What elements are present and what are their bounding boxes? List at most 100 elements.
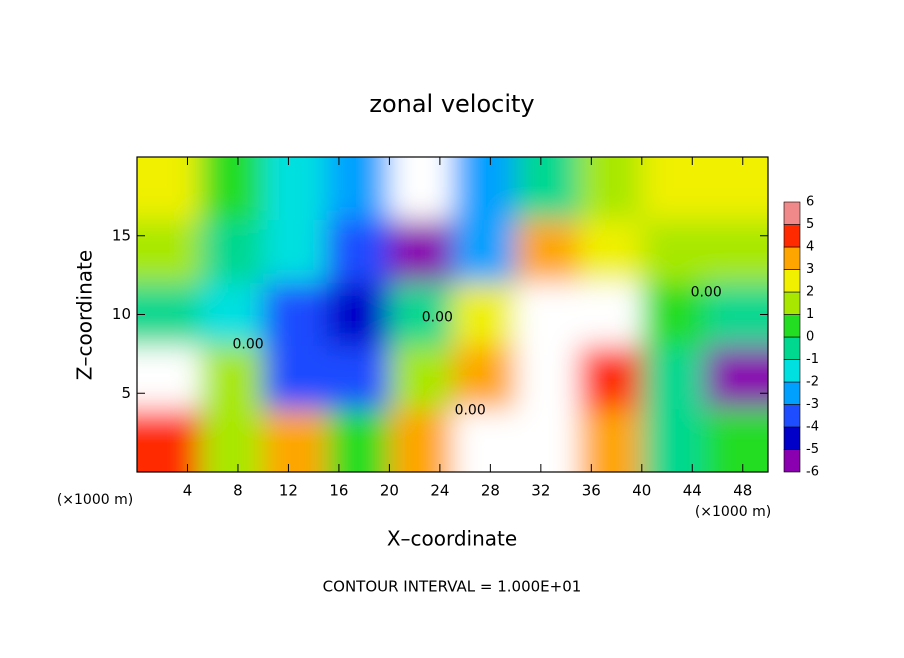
footer: CONTOUR INTERVAL = 1.000E+01 xyxy=(323,578,582,596)
field-cell xyxy=(263,409,328,472)
colorbar-label: -1 xyxy=(806,352,819,367)
x-tick-label: 24 xyxy=(430,482,449,500)
field-cell xyxy=(452,346,517,410)
field-cell xyxy=(515,220,580,284)
field-cell xyxy=(515,157,580,221)
contour-label: 0.00 xyxy=(232,336,263,352)
x-tick-label: 4 xyxy=(183,482,193,500)
field-cell xyxy=(200,220,265,284)
y-axis-label: Z–coordinate xyxy=(73,250,97,380)
field-cell xyxy=(326,220,391,284)
colorbar-band xyxy=(783,291,801,315)
field-cell xyxy=(326,409,391,472)
field-cell xyxy=(641,346,706,410)
contour-label: 0.00 xyxy=(422,310,453,326)
colorbar-band xyxy=(783,336,801,360)
x-tick-label: 32 xyxy=(531,482,550,500)
field-cell xyxy=(326,157,391,221)
colorbar-band xyxy=(783,246,801,270)
field-cell xyxy=(704,409,768,472)
field-cell xyxy=(641,157,706,221)
field-cell xyxy=(326,283,391,347)
colorbar-label: 2 xyxy=(806,285,814,300)
x-tick-label: 16 xyxy=(329,482,348,500)
field-cell xyxy=(704,283,768,347)
colorbar-band xyxy=(783,404,801,428)
field-cell xyxy=(200,346,265,410)
field-cell xyxy=(263,220,328,284)
colorbar-band xyxy=(783,426,801,450)
colorbar-band xyxy=(783,449,801,473)
chart-title: zonal velocity xyxy=(369,90,534,118)
field-cell xyxy=(641,409,706,472)
field-cell xyxy=(137,157,202,221)
field xyxy=(137,157,768,472)
colorbar-label: -3 xyxy=(806,397,819,412)
x-tick-label: 48 xyxy=(733,482,752,500)
field-cell xyxy=(578,409,643,472)
field-cell xyxy=(200,283,265,347)
y-tick-label: 15 xyxy=(112,226,131,244)
x-tick-label: 20 xyxy=(380,482,399,500)
y-tick-label: 5 xyxy=(121,384,131,402)
field-cell xyxy=(263,157,328,221)
field-cell xyxy=(515,409,580,472)
colorbar-band xyxy=(783,201,801,225)
field-cell xyxy=(578,283,643,347)
field-cell xyxy=(137,346,202,410)
colorbar-label: 4 xyxy=(806,240,814,255)
x-tick-label: 40 xyxy=(632,482,651,500)
field-cell xyxy=(704,220,768,284)
contour-label: 0.00 xyxy=(455,403,486,419)
colorbar-label: -5 xyxy=(806,442,819,457)
colorbar-band xyxy=(783,314,801,338)
colorbar-label: 6 xyxy=(806,195,814,210)
y-tick-label: 10 xyxy=(112,305,131,323)
field-cell xyxy=(578,157,643,221)
x-tick-label: 8 xyxy=(233,482,243,500)
x-unit-label: (×1000 m) xyxy=(57,492,133,508)
field-cell xyxy=(704,346,768,410)
field-cell xyxy=(578,220,643,284)
x-tick-label: 28 xyxy=(481,482,500,500)
field-cell xyxy=(200,409,265,472)
field-cell xyxy=(389,346,454,410)
field-cell xyxy=(137,220,202,284)
field-cell xyxy=(263,346,328,410)
x-axis-label: X–coordinate xyxy=(387,527,517,551)
field-cell xyxy=(263,283,328,347)
field-cell xyxy=(200,157,265,221)
colorbar-band xyxy=(783,269,801,293)
colorbar-label: -4 xyxy=(806,420,819,435)
field-cell xyxy=(452,220,517,284)
field-cell xyxy=(578,346,643,410)
colorbar-band xyxy=(783,381,801,405)
colorbar-label: 5 xyxy=(806,217,814,232)
x-tick-label: 36 xyxy=(582,482,601,500)
field-cell xyxy=(515,283,580,347)
field-cell xyxy=(389,157,454,221)
colorbar-band xyxy=(783,224,801,248)
field-cell xyxy=(515,346,580,410)
colorbar-label: 3 xyxy=(806,262,814,277)
field-cell xyxy=(452,409,517,472)
colorbar-label: 1 xyxy=(806,307,814,322)
colorbar-label: -6 xyxy=(806,465,819,480)
x-unit-label: (×1000 m) xyxy=(695,504,771,520)
field-cell xyxy=(389,283,454,347)
field-cell xyxy=(452,157,517,221)
field-cell xyxy=(326,346,391,410)
colorbar-band xyxy=(783,359,801,383)
colorbar-label: -2 xyxy=(806,375,819,390)
contour-label: 0.00 xyxy=(691,284,722,300)
field-cell xyxy=(641,283,706,347)
field-cell xyxy=(389,409,454,472)
field-cell xyxy=(389,220,454,284)
field-cell xyxy=(137,283,202,347)
field-cell xyxy=(452,283,517,347)
field-cell xyxy=(641,220,706,284)
field-cell xyxy=(137,409,202,472)
x-tick-label: 12 xyxy=(279,482,298,500)
colorbar-label: 0 xyxy=(806,330,814,345)
